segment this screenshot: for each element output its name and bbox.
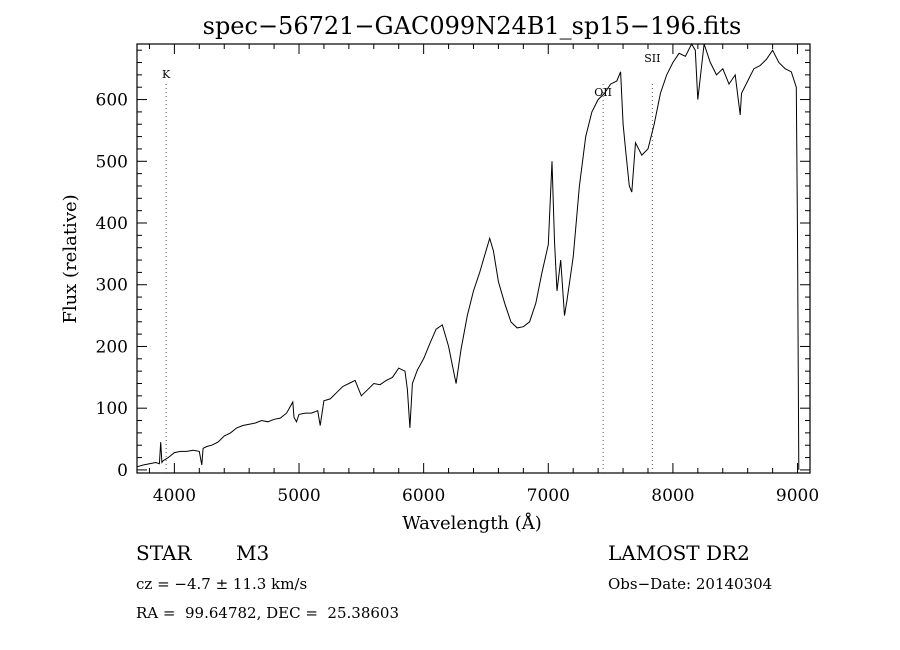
spectral-line-label: SII	[644, 52, 660, 65]
observation-date: Obs−Date: 20140304	[608, 575, 773, 593]
chart-title: spec−56721−GAC099N24B1_sp15−196.fits	[203, 12, 742, 40]
x-axis-label: Wavelength (Å)	[402, 512, 542, 534]
x-tick-label: 8000	[651, 486, 694, 506]
object-class: STAR	[136, 541, 192, 565]
y-tick-label: 300	[96, 276, 128, 296]
y-tick-label: 400	[96, 214, 128, 234]
object-subclass: M3	[236, 541, 270, 565]
spectral-line-markers: K OII SII	[162, 52, 660, 473]
y-tick-label: 0	[117, 461, 128, 481]
survey-name: LAMOST DR2	[608, 541, 750, 565]
y-tick-label: 600	[96, 91, 128, 111]
spectral-line-label: OII	[594, 86, 612, 99]
x-tick-labels: 4000 5000 6000 7000 8000 9000	[153, 486, 819, 506]
flux-spectrum-line	[136, 42, 800, 470]
y-tick-label: 100	[96, 399, 128, 419]
x-tick-label: 9000	[776, 486, 819, 506]
y-tick-labels: 0 100 200 300 400 500 600	[96, 91, 128, 481]
axis-ticks	[137, 44, 810, 473]
spectral-line-label: K	[162, 68, 171, 81]
y-tick-label: 500	[96, 152, 128, 172]
x-tick-label: 7000	[527, 486, 570, 506]
y-axis-label: Flux (relative)	[60, 194, 81, 323]
x-tick-label: 4000	[153, 486, 196, 506]
coordinates: RA = 99.64782, DEC = 25.38603	[136, 604, 400, 622]
redshift-cz: cz = −4.7 ± 11.3 km/s	[136, 575, 308, 593]
y-tick-label: 200	[96, 337, 128, 357]
plot-frame	[136, 43, 811, 474]
x-tick-label: 6000	[402, 486, 445, 506]
x-tick-label: 5000	[277, 486, 320, 506]
